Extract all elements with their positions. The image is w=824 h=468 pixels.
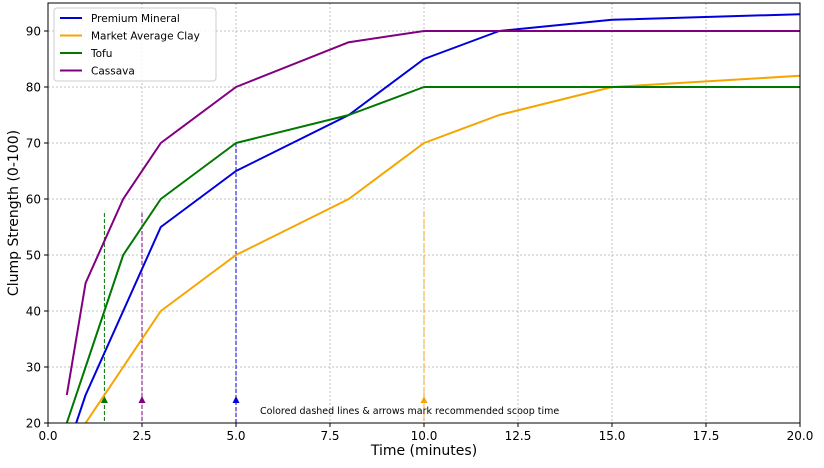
- y-tick-label: 50: [26, 249, 41, 263]
- y-tick-label: 80: [26, 81, 41, 95]
- series-line-tofu: [65, 86, 800, 423]
- y-axis-label: Clump Strength (0-100): [6, 130, 22, 296]
- x-tick-label: 15.0: [599, 429, 626, 443]
- x-tick-label: 20.0: [787, 429, 814, 443]
- x-tick-label: 2.5: [132, 429, 151, 443]
- y-tick-label: 60: [26, 193, 41, 207]
- scoop-arrow-cassava: [138, 395, 146, 403]
- legend: Premium Mineral Market Average Clay Tofu Ca…: [53, 7, 217, 82]
- series-line-premium-mineral: [75, 13, 800, 423]
- y-tick-label: 90: [26, 25, 41, 39]
- y-tick-label: 30: [26, 361, 41, 375]
- recommended-scoop-markers: [100, 143, 428, 423]
- scoop-arrow-market-average-clay: [420, 395, 428, 403]
- legend-label: Cassava: [91, 66, 135, 78]
- x-axis-label: Time (minutes): [370, 443, 477, 459]
- scoop-arrow-tofu: [100, 395, 108, 403]
- y-tick-label: 40: [26, 305, 41, 319]
- series-lines: [65, 13, 800, 423]
- legend-label: Market Average Clay: [91, 31, 200, 43]
- y-tick-label: 20: [26, 417, 41, 431]
- annotation-text: Colored dashed lines & arrows mark recom…: [260, 406, 559, 417]
- legend-label: Tofu: [90, 48, 112, 60]
- x-tick-label: 17.5: [693, 429, 720, 443]
- x-tick-label: 10.0: [411, 429, 438, 443]
- x-tick-label: 0.0: [38, 429, 57, 443]
- legend-label: Premium Mineral: [91, 13, 180, 25]
- x-tick-label: 5.0: [226, 429, 245, 443]
- legend-box: [53, 7, 217, 82]
- axis-ticks: 0.0 2.5 5.0 7.5 10.0 12.5 15.0 17.5 20.0 20 30 40 50…: [26, 25, 814, 444]
- x-tick-label: 12.5: [505, 429, 532, 443]
- series-line-market-average-clay: [84, 74, 800, 423]
- y-tick-label: 70: [26, 137, 41, 151]
- scoop-arrow-premium-mineral: [232, 395, 240, 403]
- series-line-cassava: [65, 30, 800, 396]
- x-tick-label: 7.5: [320, 429, 339, 443]
